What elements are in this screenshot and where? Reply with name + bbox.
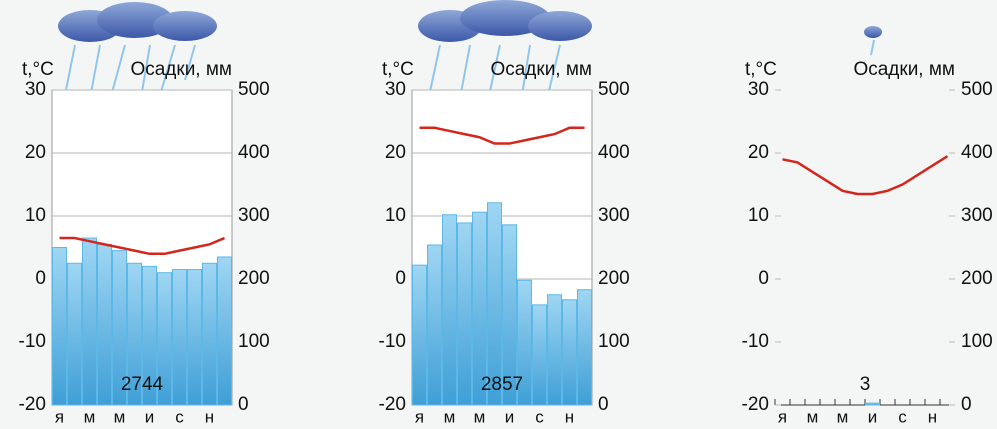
y2-tick-label: 100 [598,331,630,352]
y-tick-label: 30 [25,79,46,100]
bar [202,262,217,406]
x-tick-label: н [565,407,574,426]
y2-tick-label: 300 [598,205,630,226]
x-tick-label: я [55,407,64,426]
bar [517,279,532,406]
bar [457,222,472,406]
y2-tick-label: 500 [598,79,630,100]
bar [442,214,457,406]
x-tick-label: с [175,407,184,426]
x-tick-label: м [837,407,849,426]
bar [142,265,157,406]
bar [172,269,187,406]
x-tick-label: я [415,407,424,426]
bar [487,202,502,406]
y-tick-label: -10 [379,331,406,352]
bar [412,264,427,406]
y-tick-label: 0 [35,268,46,289]
bar [112,250,127,406]
y2-tick-label: 100 [961,331,993,352]
x-tick-label: н [928,407,937,426]
y2-tick-label: 100 [238,331,270,352]
y-tick-label: 30 [748,79,769,100]
y-tick-label: 0 [395,268,406,289]
y2-tick-label: 500 [238,79,270,100]
y-tick-label: -20 [379,394,406,415]
y-tick-label: 0 [758,268,769,289]
temperature-line [59,236,225,256]
y2-tick-label: 400 [961,142,993,163]
x-tick-label: м [474,407,486,426]
annual-total: 2857 [481,374,523,395]
x-tick-label: и [145,407,155,426]
y-axis-label: t,°C [382,59,414,80]
bar [217,256,232,406]
x-tick-label: с [535,407,544,426]
y-tick-label: 20 [748,142,769,163]
bar [187,269,202,406]
bar [577,289,592,406]
y2-tick-label: 200 [961,268,993,289]
y-tick-label: 20 [385,142,406,163]
y-tick-label: 10 [25,205,46,226]
bar [502,224,517,406]
x-tick-label: и [505,407,515,426]
temperature-line [419,126,585,145]
bar [67,262,82,406]
x-tick-label: я [778,407,787,426]
bar [532,304,547,406]
y2-axis-label: Осадки, мм [853,59,955,80]
y-tick-label: -10 [742,331,769,352]
y2-tick-label: 0 [598,394,609,415]
y2-tick-label: 200 [598,268,630,289]
y2-tick-label: 0 [238,394,249,415]
bar [547,294,562,406]
x-tick-label: с [898,407,907,426]
y2-axis-label: Осадки, мм [490,59,592,80]
x-tick-label: и [868,407,878,426]
annual-total: 3 [860,374,871,395]
bar [472,211,487,406]
y2-tick-label: 500 [961,79,993,100]
y-tick-label: 20 [25,142,46,163]
clouds [58,0,882,42]
x-tick-label: м [444,407,456,426]
x-tick-label: м [84,407,96,426]
bar [97,243,112,406]
y-tick-label: -10 [19,331,46,352]
y-tick-label: 30 [385,79,406,100]
y2-tick-label: 300 [238,205,270,226]
y-axis-label: t,°C [22,59,54,80]
y-tick-label: -20 [742,394,769,415]
y-tick-label: 10 [748,205,769,226]
bar [52,247,67,406]
bar [127,262,142,406]
bar [157,272,172,406]
bar [562,299,577,406]
y2-tick-label: 400 [598,142,630,163]
x-tick-label: м [114,407,126,426]
y-axis-label: t,°C [745,59,777,80]
bar [82,237,97,406]
y-tick-label: -20 [19,394,46,415]
y2-tick-label: 0 [961,394,972,415]
temperature-line [782,155,949,196]
y-tick-label: 10 [385,205,406,226]
y2-tick-label: 300 [961,205,993,226]
y2-tick-label: 200 [238,268,270,289]
bar [427,244,442,406]
annual-total: 2744 [121,374,164,395]
x-tick-label: н [205,407,214,426]
y2-axis-label: Осадки, мм [130,59,232,80]
x-tick-label: м [807,407,819,426]
bar [865,402,880,406]
y2-tick-label: 400 [238,142,270,163]
